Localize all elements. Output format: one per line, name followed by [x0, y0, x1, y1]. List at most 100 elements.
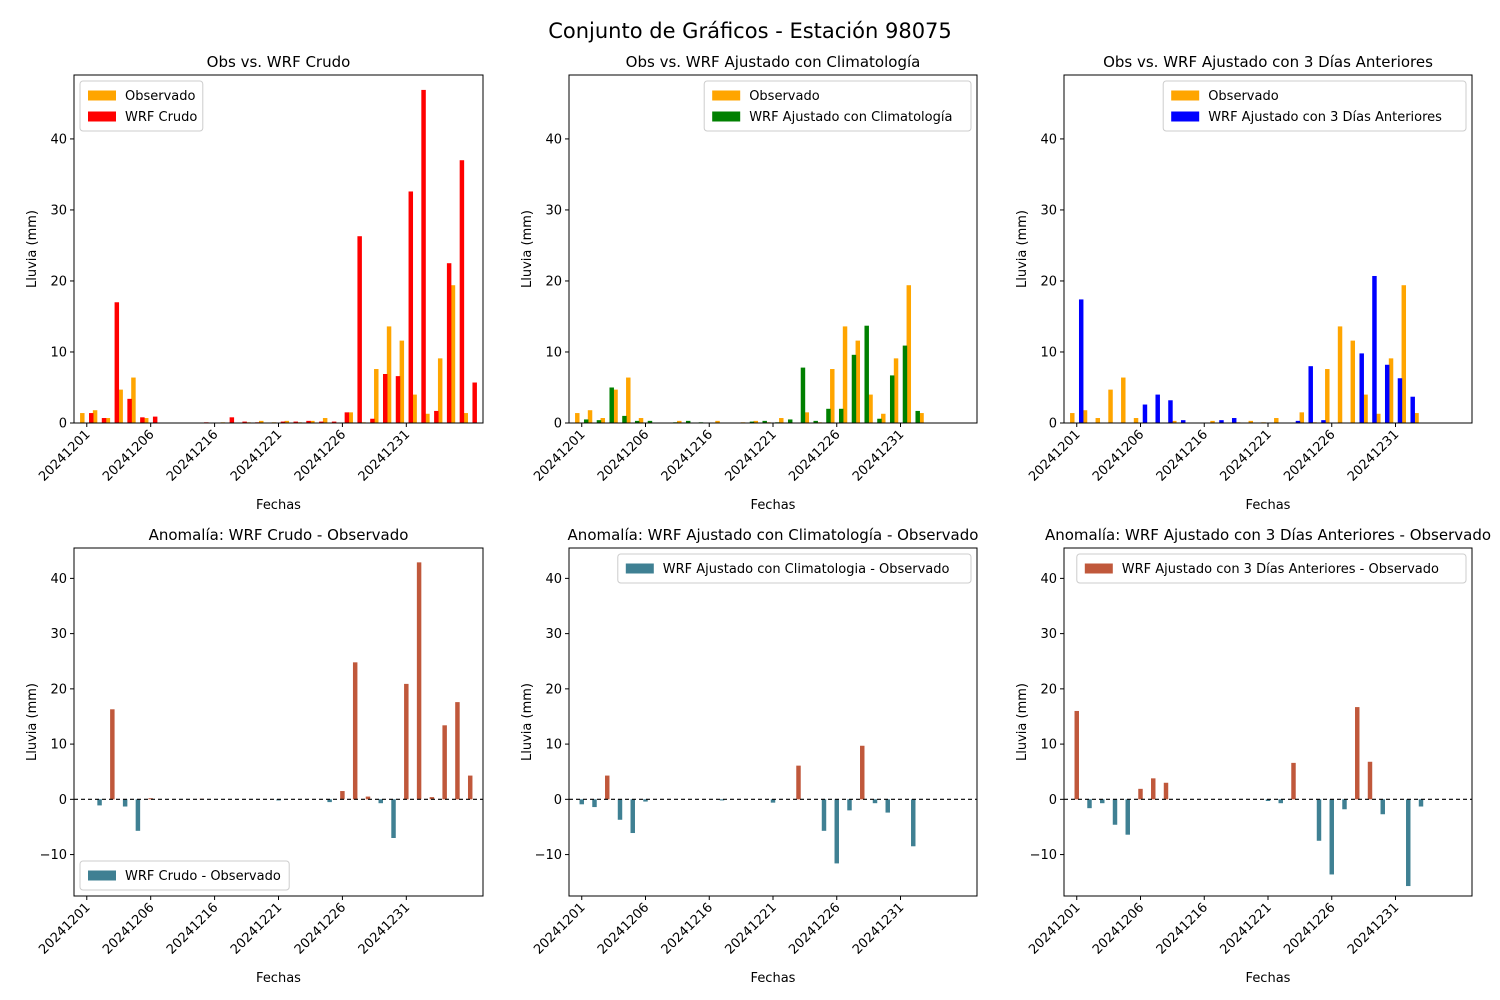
- bar: [229, 417, 235, 423]
- bar: [1406, 799, 1411, 887]
- chart-title: Anomalía: WRF Ajustado con Climatología …: [568, 526, 979, 544]
- bar: [1133, 418, 1139, 423]
- bar: [1359, 353, 1364, 423]
- legend-swatch: [1084, 563, 1113, 574]
- bar: [1367, 761, 1373, 800]
- chart-panel-5: Anomalía: WRF Ajustado con Climatología …: [520, 526, 978, 986]
- bar: [609, 387, 614, 423]
- bar: [374, 369, 379, 423]
- bar: [906, 285, 912, 423]
- chart-title: Anomalía: WRF Ajustado con 3 Días Anteri…: [1045, 526, 1491, 544]
- bar: [450, 285, 456, 423]
- y-tick-label: 40: [50, 132, 67, 147]
- bar: [467, 775, 473, 800]
- bar: [796, 765, 801, 800]
- bar: [122, 799, 128, 807]
- bar: [408, 191, 414, 423]
- legend-swatch: [712, 111, 741, 122]
- bar: [425, 413, 430, 423]
- x-tick-label: 20241201: [1026, 427, 1083, 484]
- bar: [860, 745, 865, 800]
- bar: [1329, 799, 1334, 875]
- bar: [1418, 799, 1424, 807]
- bar: [1291, 762, 1296, 800]
- x-axis-label: Fechas: [1246, 971, 1291, 986]
- bar: [1384, 364, 1390, 423]
- bar: [352, 662, 358, 800]
- bar: [872, 799, 878, 804]
- x-tick-label: 20241201: [1026, 900, 1083, 957]
- x-tick-label: 20241216: [164, 427, 221, 484]
- x-tick-label: 20241216: [164, 900, 221, 957]
- bar: [617, 799, 623, 820]
- y-tick-label: 10: [50, 738, 67, 753]
- x-axis-label: Fechas: [1246, 498, 1291, 513]
- bar: [834, 799, 839, 864]
- bar: [327, 799, 332, 803]
- y-tick-label: 30: [545, 203, 562, 218]
- bar: [600, 418, 606, 423]
- x-tick-label: 20241226: [786, 427, 843, 484]
- bar: [1070, 413, 1075, 423]
- y-axis-label: Lluvia (mm): [1015, 683, 1030, 761]
- x-tick-label: 20241221: [722, 427, 779, 484]
- chart-legend: WRF Ajustado con 3 Días Anteriores - Obs…: [1076, 553, 1467, 584]
- bar: [1337, 326, 1343, 423]
- x-tick-label: 20241201: [36, 900, 93, 957]
- bar: [1151, 778, 1156, 800]
- legend-label: WRF Crudo: [125, 110, 197, 125]
- bar: [1308, 366, 1313, 423]
- bar: [1274, 418, 1279, 423]
- bar: [753, 420, 759, 423]
- bar: [919, 413, 924, 423]
- bar: [370, 418, 375, 423]
- bar: [1142, 404, 1148, 423]
- bar: [779, 418, 784, 423]
- bar: [357, 236, 362, 423]
- y-axis-label: Lluvia (mm): [1015, 210, 1030, 288]
- x-axis-label: Fechas: [751, 498, 796, 513]
- legend-label: Observado: [125, 89, 196, 104]
- bar: [1082, 410, 1088, 423]
- bar: [1397, 378, 1403, 423]
- x-tick-label: 20241216: [1154, 900, 1211, 957]
- y-tick-label: 30: [50, 203, 67, 218]
- bar: [331, 421, 337, 423]
- legend-swatch: [88, 111, 116, 122]
- bar: [306, 420, 311, 423]
- bar: [1112, 799, 1118, 825]
- bar: [1168, 400, 1173, 423]
- x-tick-label: 20241221: [1217, 900, 1274, 957]
- chart-legend: Observado WRF Ajustado con 3 Días Anterio…: [1162, 80, 1467, 132]
- bar: [1100, 799, 1105, 804]
- bar: [152, 416, 158, 423]
- bar: [404, 683, 409, 800]
- bar: [118, 389, 123, 423]
- y-axis-label: Lluvia (mm): [25, 210, 40, 288]
- bar: [293, 421, 298, 423]
- bar: [459, 160, 465, 423]
- bar: [80, 413, 85, 423]
- bar: [685, 420, 691, 423]
- chart-panel-4: Anomalía: WRF Crudo - Observado −10 0 10 20 3…: [25, 526, 484, 986]
- bar: [280, 421, 286, 423]
- chart-title: Anomalía: WRF Crudo - Observado: [149, 526, 409, 544]
- x-tick-label: 20241226: [1281, 427, 1338, 484]
- bar: [421, 89, 426, 424]
- bar: [437, 358, 443, 423]
- bar: [1295, 420, 1301, 423]
- legend-swatch: [1171, 111, 1200, 122]
- bar: [889, 375, 895, 423]
- bar: [92, 410, 98, 423]
- bar: [1316, 799, 1322, 841]
- bar: [1414, 413, 1419, 423]
- bar: [1363, 394, 1368, 423]
- y-tick-label: 20: [50, 682, 67, 697]
- bar: [105, 418, 111, 423]
- x-tick-label: 20241201: [36, 427, 93, 484]
- bar: [838, 408, 844, 423]
- bar: [851, 354, 857, 423]
- bar: [344, 412, 350, 423]
- legend-box: [703, 80, 972, 132]
